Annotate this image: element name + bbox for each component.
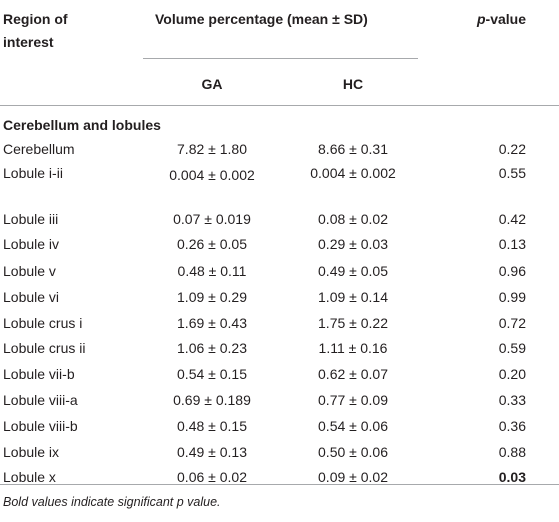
subheader-rule [143,58,418,59]
row-pvalue: 0.22 [498,141,526,157]
row-pvalue: 0.42 [498,211,526,227]
row-hc-value: 1.09 ± 0.14 [318,289,388,305]
bottom-rule [0,484,559,485]
row-region-label: Cerebellum [3,141,75,157]
row-hc-value: 0.29 ± 0.03 [318,236,388,252]
row-ga-value: 0.54 ± 0.15 [177,366,247,382]
row-ga-value: 0.004 ± 0.002 [169,167,255,183]
row-pvalue: 0.72 [498,315,526,331]
row-pvalue: 0.20 [498,366,526,382]
row-hc-value: 0.004 ± 0.002 [310,165,396,181]
row-hc-value: 0.54 ± 0.06 [318,418,388,434]
header-region-line1: Region of [3,11,68,27]
section-title: Cerebellum and lobules [3,117,161,133]
row-ga-value: 0.07 ± 0.019 [173,211,251,227]
row-pvalue: 0.55 [498,165,526,181]
row-ga-value: 7.82 ± 1.80 [177,141,247,157]
row-hc-value: 0.50 ± 0.06 [318,444,388,460]
row-hc-value: 0.09 ± 0.02 [318,469,388,485]
row-ga-value: 1.06 ± 0.23 [177,340,247,356]
row-pvalue: 0.03 [498,469,526,485]
row-ga-value: 1.69 ± 0.43 [177,315,247,331]
row-hc-value: 1.11 ± 0.16 [318,340,388,356]
row-ga-value: 0.26 ± 0.05 [177,236,247,252]
row-ga-value: 0.48 ± 0.15 [177,418,247,434]
row-hc-value: 0.49 ± 0.05 [318,263,388,279]
header-pvalue-p: p [476,11,486,27]
row-region-label: Lobule iii [3,211,59,227]
row-pvalue: 0.13 [498,236,526,252]
row-pvalue: 0.88 [498,444,526,460]
row-hc-value: 0.62 ± 0.07 [318,366,388,382]
row-pvalue: 0.36 [498,418,526,434]
row-hc-value: 0.08 ± 0.02 [318,211,388,227]
row-region-label: Lobule viii-a [3,392,78,408]
row-region-label: Lobule vii-b [3,366,75,382]
row-ga-value: 1.09 ± 0.29 [177,289,247,305]
row-region-label: Lobule iv [3,236,60,252]
row-ga-value: 0.06 ± 0.02 [177,469,247,485]
row-pvalue: 0.59 [498,340,526,356]
row-pvalue: 0.96 [498,263,526,279]
row-region-label: Lobule i-ii [3,165,63,181]
row-ga-value: 0.49 ± 0.13 [177,444,247,460]
row-region-label: Lobule viii-b [3,418,78,434]
header-hc: HC [342,76,364,92]
row-hc-value: 8.66 ± 0.31 [318,141,388,157]
row-hc-value: 0.77 ± 0.09 [318,392,388,408]
row-region-label: Lobule crus ii [3,340,86,356]
header-pvalue-rest: -value [485,11,526,27]
row-ga-value: 0.48 ± 0.11 [177,263,247,279]
row-pvalue: 0.33 [498,392,526,408]
row-region-label: Lobule x [3,469,56,485]
row-ga-value: 0.69 ± 0.189 [173,392,251,408]
row-region-label: Lobule vi [3,289,60,305]
header-pvalue: p-value [477,10,526,29]
header-rule [0,105,559,106]
row-region-label: Lobule v [3,263,56,279]
row-region-label: Lobule ix [3,444,60,460]
header-ga: GA [201,76,223,92]
header-volume: Volume percentage (mean ± SD) [155,11,368,27]
footnote: Bold values indicate significant p value… [3,495,221,509]
header-region-line2: interest [3,34,54,50]
row-pvalue: 0.99 [498,289,526,305]
row-hc-value: 1.75 ± 0.22 [318,315,388,331]
row-region-label: Lobule crus i [3,315,83,331]
